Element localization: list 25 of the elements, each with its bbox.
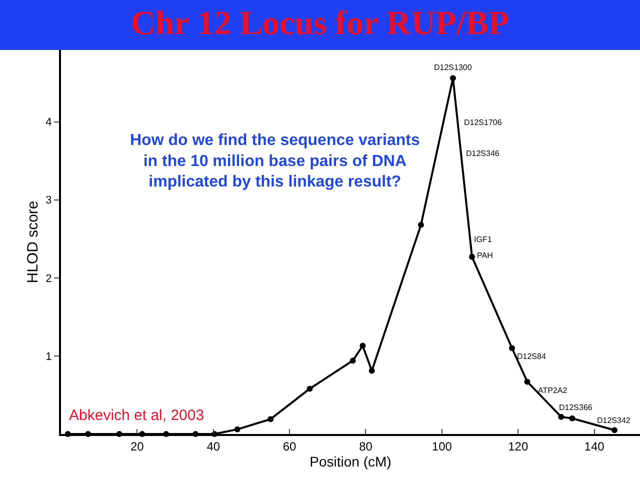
- x-axis-title: Position (cM): [310, 453, 392, 470]
- annotation: D12S1706: [464, 118, 502, 127]
- chart-title: Chr 12 Locus for RUP/BP: [0, 0, 640, 50]
- annotation: D12S342: [597, 416, 631, 425]
- x-tick-label: 40: [206, 439, 220, 454]
- annotation: Abkevich et al, 2003: [69, 407, 204, 424]
- x-tick-label: 60: [282, 439, 297, 454]
- y-tick-label: 2: [46, 272, 52, 285]
- x-tick-label: 120: [508, 439, 528, 454]
- x-tick-label: 80: [359, 439, 373, 454]
- y-tick-label: 4: [46, 116, 52, 129]
- annotation: How do we find the sequence variants in the 10 million base pairs of DNA implicated by this linkage result?: [130, 132, 420, 191]
- annotation: D12S366: [559, 403, 593, 412]
- y-tick-label: 1: [46, 350, 52, 363]
- annotation: IGF1: [474, 235, 492, 244]
- x-tick-label: 140: [584, 439, 605, 454]
- annotation: PAH: [477, 251, 494, 260]
- annotation: D12S1300: [434, 63, 472, 72]
- x-tick-label: 100: [432, 439, 452, 454]
- annotation: ATP2A2: [538, 386, 568, 395]
- y-tick-label: 3: [46, 194, 52, 207]
- y-axis-title: HLOD score: [24, 200, 42, 284]
- x-tick-label: 20: [130, 439, 144, 454]
- annotation: D12S346: [466, 149, 500, 158]
- annotation: D12S84: [517, 352, 546, 361]
